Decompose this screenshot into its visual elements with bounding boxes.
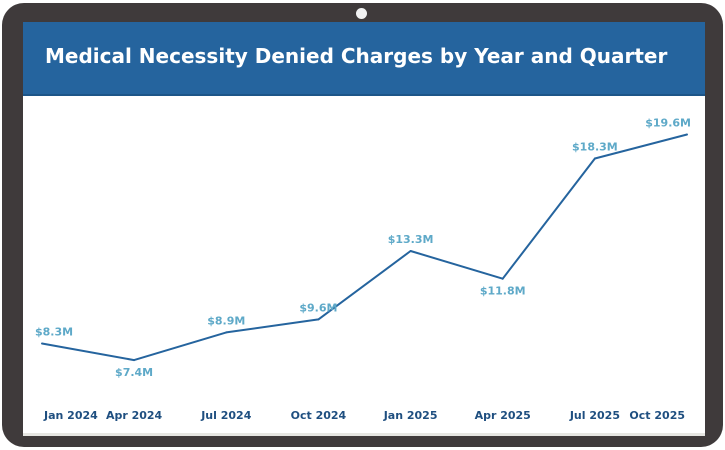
chart-title: Medical Necessity Denied Charges by Year… (45, 44, 668, 68)
data-point (501, 277, 504, 280)
x-tick-label: Oct 2025 (629, 409, 685, 422)
data-point (133, 359, 136, 362)
data-label: $13.3M (388, 233, 434, 246)
dashboard-screen: Medical Necessity Denied Charges by Year… (23, 22, 705, 436)
data-point (593, 157, 596, 160)
x-tick-label: Jan 2024 (43, 409, 98, 422)
data-label: $7.4M (115, 366, 153, 379)
x-tick-label: Jul 2025 (569, 409, 620, 422)
x-tick-label: Jan 2025 (383, 409, 438, 422)
data-label: $8.3M (35, 326, 73, 339)
x-tick-label: Jul 2024 (200, 409, 251, 422)
data-point (686, 133, 688, 136)
data-point (225, 331, 228, 334)
plot-area: $8.3M $7.4M $8.9M $9.6M $13.3M $11.8M $18.3M $1… (23, 96, 705, 433)
camera-dot (356, 8, 367, 19)
line-chart: $8.3M $7.4M $8.9M $9.6M $13.3M $11.8M $18.3M $1… (35, 117, 691, 423)
chart-header: Medical Necessity Denied Charges by Year… (23, 22, 705, 96)
data-label: $18.3M (572, 141, 618, 154)
tablet-frame: Medical Necessity Denied Charges by Year… (2, 3, 723, 447)
data-label: $8.9M (207, 314, 245, 327)
x-tick-label: Apr 2025 (475, 409, 531, 422)
data-label: $19.6M (645, 117, 691, 130)
x-tick-label: Oct 2024 (291, 409, 347, 422)
data-point (409, 250, 412, 252)
series-line (41, 133, 688, 362)
data-label: $9.6M (299, 301, 337, 314)
x-tick-label: Apr 2024 (106, 409, 163, 422)
data-point (317, 318, 320, 321)
data-point (41, 342, 43, 345)
data-label: $11.8M (480, 285, 526, 298)
